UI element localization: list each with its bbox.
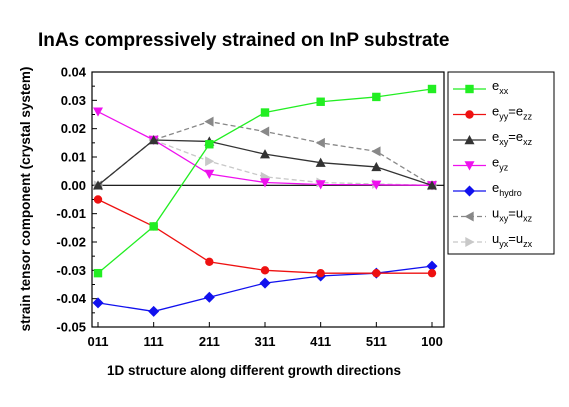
x-tick-label: 511 [366,334,387,349]
x-tick-label: 211 [199,334,220,349]
data-point [93,268,103,278]
plot-area: -0.05 -0.04 -0.03 -0.02 -0.01 0.00 0.01 0.02 0.0… [56,65,445,349]
data-point [427,268,437,278]
legend-marker [464,135,475,145]
data-point [427,84,437,94]
x-tick-label: 100 [421,334,443,349]
data-point [93,180,103,190]
data-point [260,126,270,137]
data-point [205,257,214,267]
legend-item: exx [453,78,509,96]
data-point [316,97,325,106]
y-axis-label: strain tensor component (crystal system) [18,67,33,332]
series-line [97,198,432,274]
x-tick-label: 411 [310,334,331,349]
data-point [148,135,159,145]
legend-marker [465,84,474,94]
legend-label: eyy=ezz [492,104,533,122]
data-point [149,222,158,231]
data-point [148,305,160,317]
chart-title: InAs compressively strained on InP subst… [38,30,449,51]
data-point [315,137,325,148]
legend-item: uyx=uzx [453,231,533,249]
y-tick-label: -0.05 [56,320,86,335]
legend-label: uyx=uzx [492,231,533,249]
data-point [316,268,325,278]
x-tick-label: 311 [255,334,276,349]
data-point [372,92,381,102]
legend-marker [465,237,475,247]
legend-marker [464,161,475,171]
data-point [260,108,270,117]
data-point [426,260,438,272]
y-tick-label: 0.01 [61,150,86,165]
legend-label: eyz [492,155,509,173]
legend-marker [465,110,474,119]
series-e_yy=e_zz [93,195,437,278]
legend-label: ehydro [492,180,522,198]
data-point [204,116,214,127]
y-tick-label: 0.03 [61,93,86,108]
data-point [259,277,271,289]
y-tick-label: 0.02 [61,121,86,136]
x-tick-label: 111 [144,334,164,349]
data-point [427,180,437,190]
data-point [260,149,270,159]
legend: exx eyy=ezz exy=exz eyz ehydro uxy=uxz uyx=uzx [447,71,555,255]
legend-marker [464,211,474,222]
data-point [205,140,214,149]
data-point [205,156,215,167]
legend-item: uxy=uxz [453,206,533,224]
data-point [93,195,103,204]
series-e_hydro [92,260,438,317]
series-e_xx [93,84,437,278]
y-tick-label: 0.00 [61,178,86,193]
data-point [92,297,104,309]
data-point [260,266,270,275]
y-tick-label: -0.01 [56,206,86,221]
y-tick-label: -0.02 [56,235,86,250]
data-point [315,157,326,167]
x-axis-label: 1D structure along different growth dire… [107,363,401,378]
data-point [371,161,382,172]
y-tick-label: 0.04 [61,65,87,80]
legend-item: eyy=ezz [453,104,533,122]
x-tick-label: 011 [88,334,109,349]
legend-marker [464,185,475,197]
data-point [372,268,381,278]
y-tick-label: -0.03 [56,263,86,278]
legend-item: exy=exz [453,129,533,147]
data-point [93,107,103,117]
y-tick-label: -0.04 [56,291,86,306]
legend-item: ehydro [453,180,522,198]
data-point [260,178,270,188]
legend-label: exy=exz [492,129,533,147]
data-point [371,146,381,157]
legend-label: uxy=uxz [492,206,533,224]
data-point [371,180,382,190]
legend-item: eyz [453,155,509,173]
series-e_xy=e_xz [93,135,437,190]
legend-label: exx [492,78,509,96]
data-point [204,169,215,179]
data-point [203,291,215,303]
data-point [315,180,326,190]
